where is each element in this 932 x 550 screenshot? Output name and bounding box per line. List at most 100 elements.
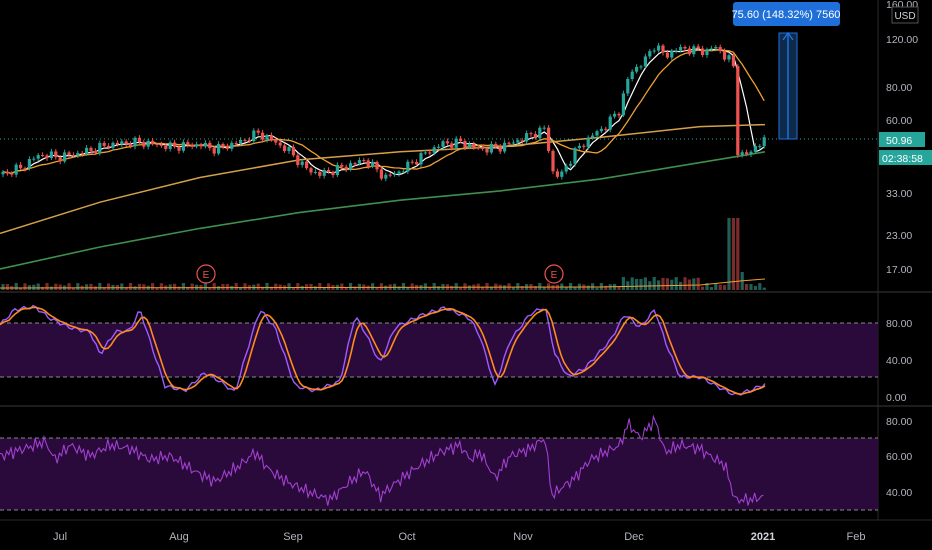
volume-bar	[327, 283, 331, 290]
candle-body	[401, 171, 405, 173]
volume-bar	[753, 285, 757, 290]
volume-bar	[705, 283, 709, 290]
volume-bar	[736, 218, 740, 290]
volume-bar	[520, 285, 524, 290]
candle-body	[208, 142, 212, 149]
candle-body	[349, 163, 353, 170]
volume-bar	[239, 287, 243, 290]
volume-bar	[586, 285, 590, 290]
volume-bars	[0, 218, 766, 290]
candle-body	[344, 166, 348, 170]
candle-body	[591, 135, 595, 138]
volume-bar	[274, 283, 278, 290]
measure-label-box	[733, 2, 840, 26]
candle-body	[1, 171, 5, 175]
volume-bar	[679, 281, 683, 290]
candle-body	[362, 160, 366, 162]
candle-body	[604, 128, 608, 130]
stoch-band-fill	[0, 323, 878, 377]
rsi-tick: 60.00	[886, 451, 912, 463]
volume-bar	[683, 277, 687, 290]
volume-bar	[661, 277, 665, 290]
candle-body	[740, 152, 744, 156]
last-price-badge	[879, 132, 925, 147]
candle-body	[423, 152, 427, 154]
candle-body	[714, 46, 718, 49]
time-label: Feb	[847, 531, 866, 543]
time-label: Nov	[513, 531, 533, 543]
volume-bar	[177, 286, 181, 290]
volume-bar	[203, 283, 207, 290]
candle-body	[107, 145, 111, 148]
volume-bar	[709, 286, 713, 290]
candle-body	[19, 164, 23, 169]
candle-body	[120, 141, 124, 145]
candle-body	[85, 147, 89, 155]
volume-bar	[173, 283, 177, 290]
candle-body	[432, 147, 436, 153]
volume-bar	[76, 283, 80, 290]
candle-body	[327, 169, 331, 172]
volume-bar	[208, 287, 212, 290]
volume-bar	[665, 278, 669, 290]
currency-label: USD	[894, 11, 915, 22]
volume-bar	[181, 283, 185, 290]
volume-bar	[696, 277, 700, 290]
volume-bar	[701, 286, 705, 290]
candle-body	[155, 143, 159, 145]
price-tick: 23.00	[886, 230, 912, 242]
volume-bar	[635, 278, 639, 290]
candle-body	[146, 140, 150, 147]
candle-body	[313, 171, 317, 173]
measure-tool[interactable]: 75.60 (148.32%) 7560	[732, 2, 841, 140]
volume-bar	[758, 283, 762, 290]
earnings-marker-2[interactable]: E	[544, 264, 564, 284]
rsi-tick: 80.00	[886, 416, 912, 428]
candle-body	[670, 50, 674, 58]
candle-body	[542, 127, 546, 129]
candle-body	[608, 116, 612, 130]
volume-bar	[533, 286, 537, 290]
volume-bar	[406, 287, 410, 290]
candle-body	[485, 148, 489, 153]
volume-bar	[129, 283, 133, 290]
sma-200-line	[0, 151, 766, 270]
candle-body	[173, 142, 177, 147]
candlesticks[interactable]	[1, 42, 766, 182]
candle-body	[503, 142, 507, 152]
candle-body	[203, 142, 207, 147]
price-axis[interactable]: 160.00 USD 120.00 80.00 60.00 33.00 23.0…	[879, 0, 932, 276]
candle-body	[555, 171, 559, 177]
earnings-circle-icon	[544, 264, 564, 284]
candle-body	[239, 139, 243, 144]
volume-bar	[137, 283, 141, 290]
volume-bar	[401, 283, 405, 290]
candle-body	[217, 143, 221, 154]
candle-body	[648, 51, 652, 57]
candle-body	[63, 152, 67, 162]
volume-bar	[410, 283, 414, 290]
candle-body	[93, 150, 97, 154]
candle-body	[410, 161, 414, 163]
candle-body	[252, 130, 256, 142]
candle-body	[305, 161, 309, 169]
candle-body	[687, 48, 691, 55]
candle-body	[76, 153, 80, 156]
candle-body	[318, 171, 322, 176]
volume-bar	[89, 283, 93, 290]
earnings-marker-1[interactable]: E	[196, 264, 216, 284]
volume-bar	[225, 284, 229, 290]
time-axis[interactable]: Jul Aug Sep Oct Nov Dec 2021 Feb	[53, 531, 866, 543]
volume-bar	[58, 284, 62, 290]
candle-body	[137, 137, 141, 143]
volume-bar	[5, 284, 9, 290]
volume-bar	[318, 283, 322, 290]
volume-bar	[727, 218, 731, 290]
candle-body	[467, 143, 471, 148]
volume-bar	[745, 284, 749, 290]
candle-body	[679, 46, 683, 51]
currency-badge[interactable]	[891, 6, 919, 24]
candle-body	[212, 148, 216, 154]
